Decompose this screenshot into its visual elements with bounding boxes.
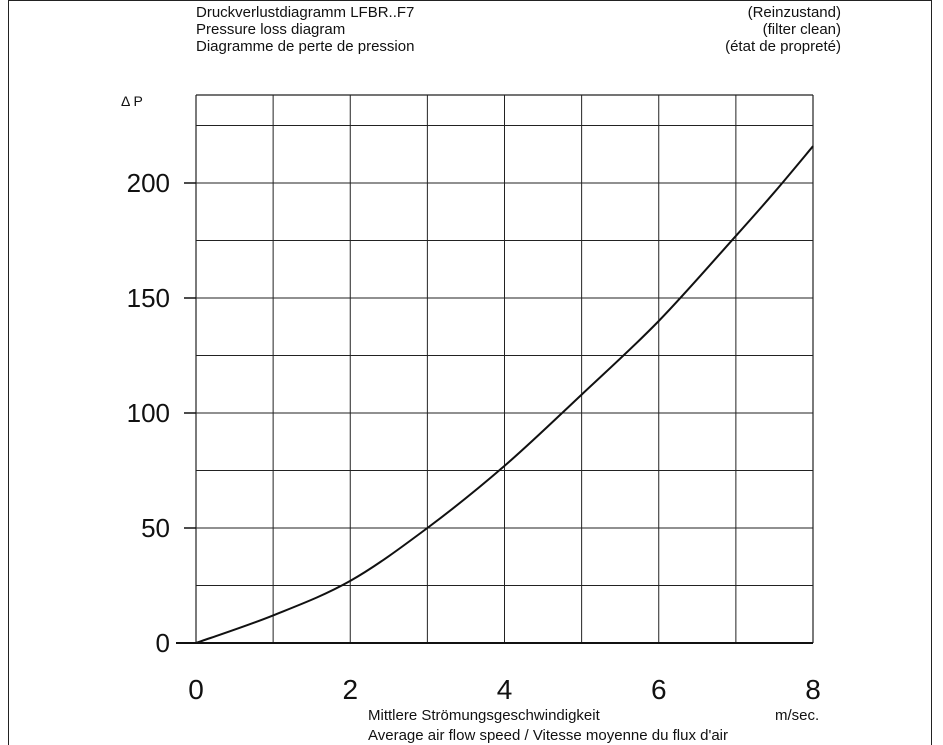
title-english: Pressure loss diagram (196, 21, 346, 38)
condition-french: (état de propreté) (725, 38, 841, 55)
chart-frame (8, 0, 932, 745)
x-axis-unit: m/sec. (775, 707, 820, 724)
title-german: Druckverlustdiagramm LFBR..F7 (196, 4, 415, 21)
condition-english: (filter clean) (762, 21, 841, 38)
x-tick-label: 4 (497, 674, 513, 705)
y-tick-label: 200 (127, 168, 170, 198)
x-tick-label: 0 (188, 674, 204, 705)
series-line (195, 145, 814, 644)
x-axis-label-english-french: Average air flow speed / Vitesse moyenne… (368, 727, 729, 744)
x-tick-label: 6 (651, 674, 667, 705)
x-tick-label: 8 (805, 674, 821, 705)
condition-block: (Reinzustand) (filter clean) (état de pr… (725, 4, 841, 55)
x-axis-label-german: Mittlere Strömungsgeschwindigkeit (368, 707, 600, 724)
y-tick-label: 0 (156, 628, 170, 658)
y-tick-label: 50 (141, 513, 170, 543)
title-french: Diagramme de perte de pression (196, 38, 415, 55)
y-axis-label: Δ P (121, 93, 143, 109)
y-tick-label: 100 (127, 398, 170, 428)
x-tick-label: 2 (342, 674, 358, 705)
y-tick-label: 150 (127, 283, 170, 313)
condition-german: (Reinzustand) (747, 4, 841, 21)
chart-title-block: Druckverlustdiagramm LFBR..F7 Pressure l… (196, 4, 414, 55)
